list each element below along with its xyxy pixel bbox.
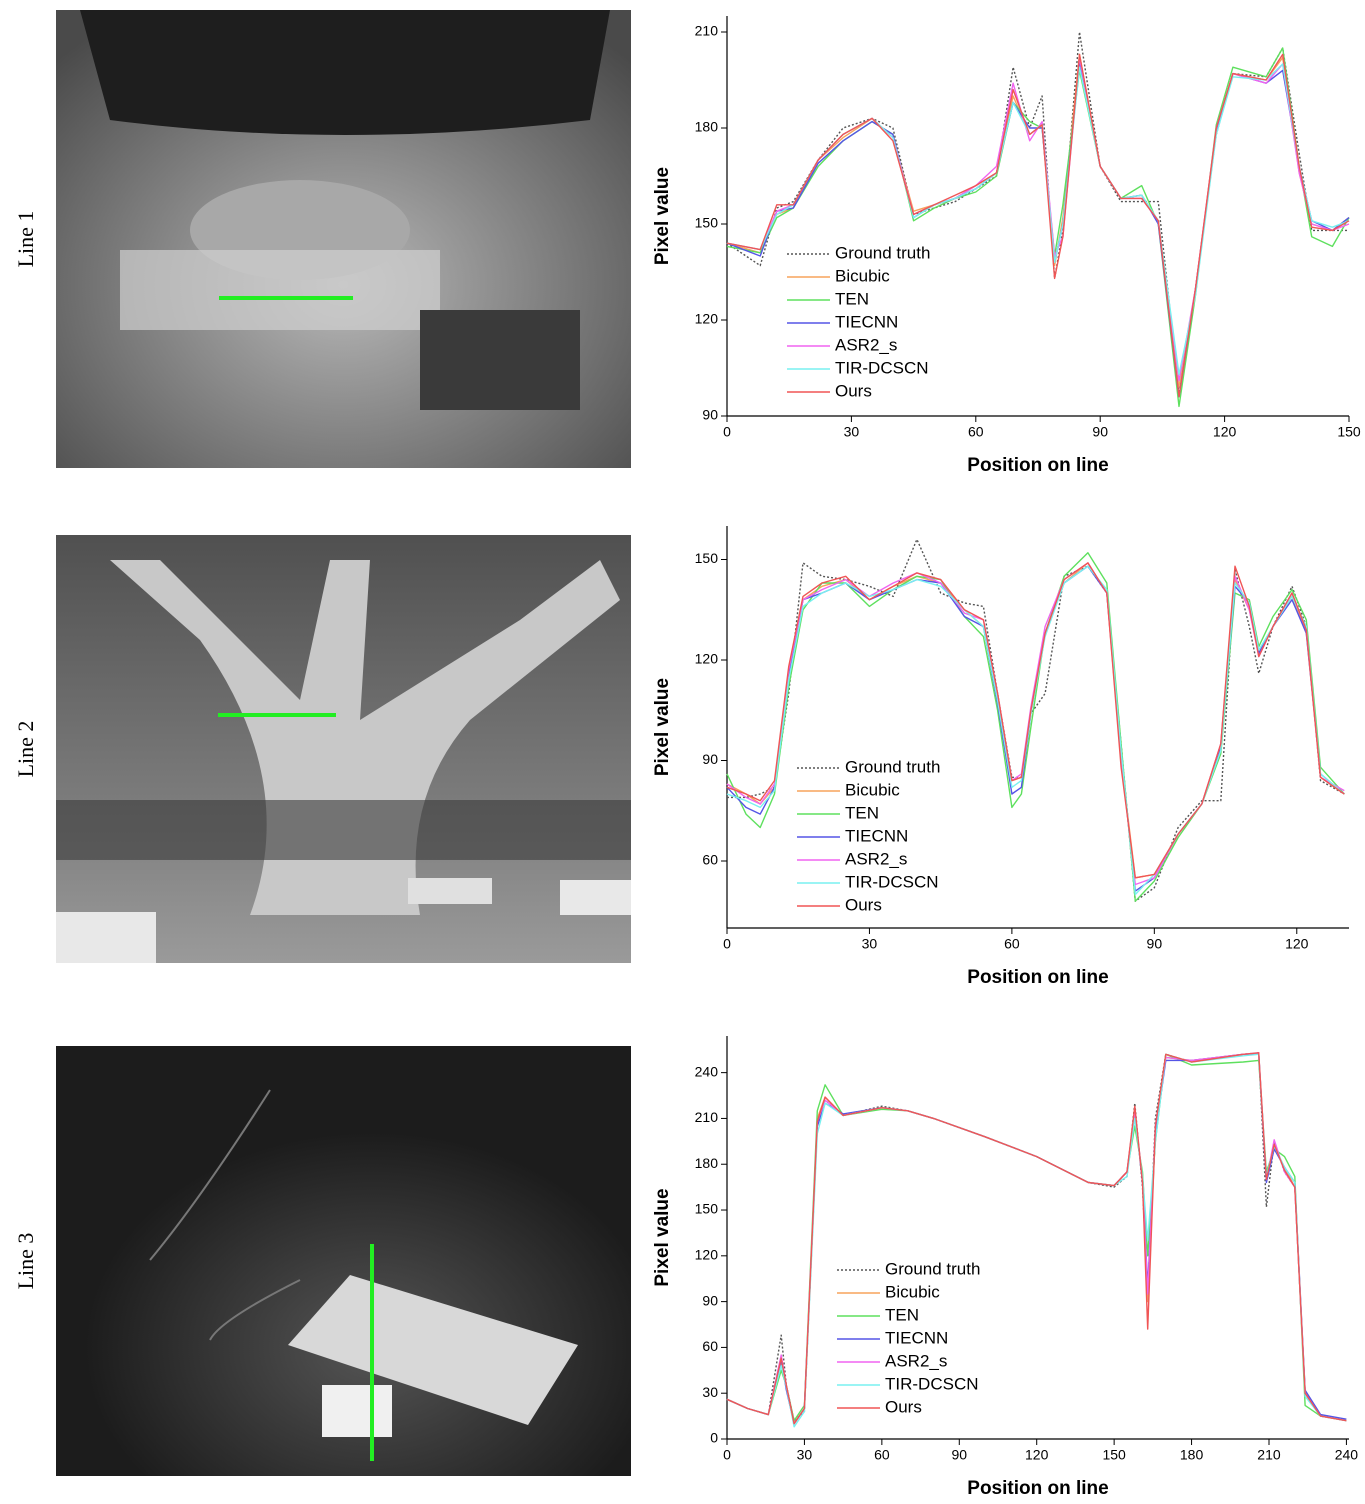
legend-label: Bicubic — [835, 266, 890, 285]
series-line — [727, 64, 1349, 374]
x-tick-label: 0 — [723, 1447, 731, 1463]
legend-label: TIECNN — [885, 1328, 948, 1347]
legend-label: Bicubic — [885, 1282, 940, 1301]
legend-label: TEN — [885, 1305, 919, 1324]
series-line — [727, 1054, 1346, 1423]
y-tick-label: 150 — [695, 550, 719, 566]
x-tick-label: 120 — [1213, 424, 1237, 440]
thermal-image-3 — [56, 1046, 631, 1476]
legend-label: TEN — [835, 289, 869, 308]
y-tick-label: 210 — [695, 1109, 719, 1125]
legend-label: TIECNN — [835, 312, 898, 331]
legend-label: TEN — [845, 803, 879, 822]
y-tick-label: 90 — [702, 407, 718, 423]
x-tick-label: 0 — [723, 424, 731, 440]
x-tick-label: 120 — [1025, 1447, 1049, 1463]
x-tick-label: 30 — [844, 424, 860, 440]
y-tick-label: 210 — [695, 23, 719, 39]
x-tick-label: 210 — [1257, 1447, 1281, 1463]
page: {"row_labels": ["Line 1", "Line 2", "Lin… — [0, 0, 1365, 1504]
x-tick-label: 150 — [1337, 424, 1361, 440]
series-line — [727, 553, 1344, 901]
x-axis-title: Position on line — [967, 455, 1108, 476]
row-label: Line 1 — [13, 211, 38, 268]
thermal-image-1 — [56, 10, 631, 468]
y-tick-label: 0 — [710, 1430, 718, 1446]
x-tick-label: 0 — [723, 936, 731, 952]
x-tick-label: 30 — [797, 1447, 813, 1463]
x-tick-label: 30 — [862, 936, 878, 952]
y-tick-label: 90 — [702, 1292, 718, 1308]
legend-label: Ground truth — [835, 243, 930, 262]
y-tick-label: 90 — [702, 751, 718, 767]
legend-label: ASR2_s — [885, 1351, 947, 1370]
legend-label: Bicubic — [845, 780, 900, 799]
y-tick-label: 120 — [695, 1247, 719, 1263]
legend-label: TIR-DCSCN — [835, 358, 929, 377]
legend-label: Ours — [835, 381, 872, 400]
x-tick-label: 180 — [1180, 1447, 1204, 1463]
x-tick-label: 240 — [1335, 1447, 1359, 1463]
series-line — [727, 48, 1349, 406]
thermal-image-2 — [56, 535, 631, 963]
y-axis-title: Pixel value — [652, 167, 673, 265]
series-line — [727, 54, 1349, 387]
legend-label: Ours — [845, 895, 882, 914]
y-tick-label: 180 — [695, 119, 719, 135]
series-line — [727, 1053, 1346, 1424]
x-tick-label: 60 — [1004, 936, 1020, 952]
y-tick-label: 240 — [695, 1063, 719, 1079]
y-tick-label: 180 — [695, 1155, 719, 1171]
row-label: Line 2 — [13, 721, 38, 778]
y-tick-label: 120 — [695, 651, 719, 667]
legend-label: ASR2_s — [845, 849, 907, 868]
y-axis-title: Pixel value — [652, 1188, 673, 1286]
y-tick-label: 60 — [702, 1338, 718, 1354]
x-tick-label: 90 — [1092, 424, 1108, 440]
row-label: Line 3 — [13, 1233, 38, 1290]
figure: Line 1 Line 2 Line 3 90 120 150 180 210 0 30 60 90 1… — [0, 0, 1365, 1499]
x-axis-title: Position on line — [967, 1478, 1108, 1499]
y-tick-label: 120 — [695, 311, 719, 327]
legend-label: TIR-DCSCN — [845, 872, 939, 891]
y-tick-label: 150 — [695, 215, 719, 231]
series-line — [727, 1053, 1346, 1421]
y-tick-label: 30 — [702, 1384, 718, 1400]
legend-label: Ground truth — [885, 1259, 980, 1278]
x-axis-title: Position on line — [967, 967, 1108, 988]
x-tick-label: 60 — [968, 424, 984, 440]
x-tick-label: 120 — [1285, 936, 1309, 952]
legend-label: Ground truth — [845, 757, 940, 776]
y-tick-label: 150 — [695, 1201, 719, 1217]
series-line — [727, 32, 1349, 394]
series-line — [727, 1053, 1346, 1424]
legend-label: Ours — [885, 1397, 922, 1416]
legend-label: ASR2_s — [835, 335, 897, 354]
y-tick-label: 60 — [702, 852, 718, 868]
series-line — [727, 64, 1349, 397]
x-tick-label: 60 — [874, 1447, 890, 1463]
y-axis-title: Pixel value — [652, 678, 673, 776]
x-tick-label: 90 — [1147, 936, 1163, 952]
x-tick-label: 90 — [951, 1447, 967, 1463]
legend-label: TIECNN — [845, 826, 908, 845]
legend-label: TIR-DCSCN — [885, 1374, 979, 1393]
x-tick-label: 150 — [1102, 1447, 1126, 1463]
